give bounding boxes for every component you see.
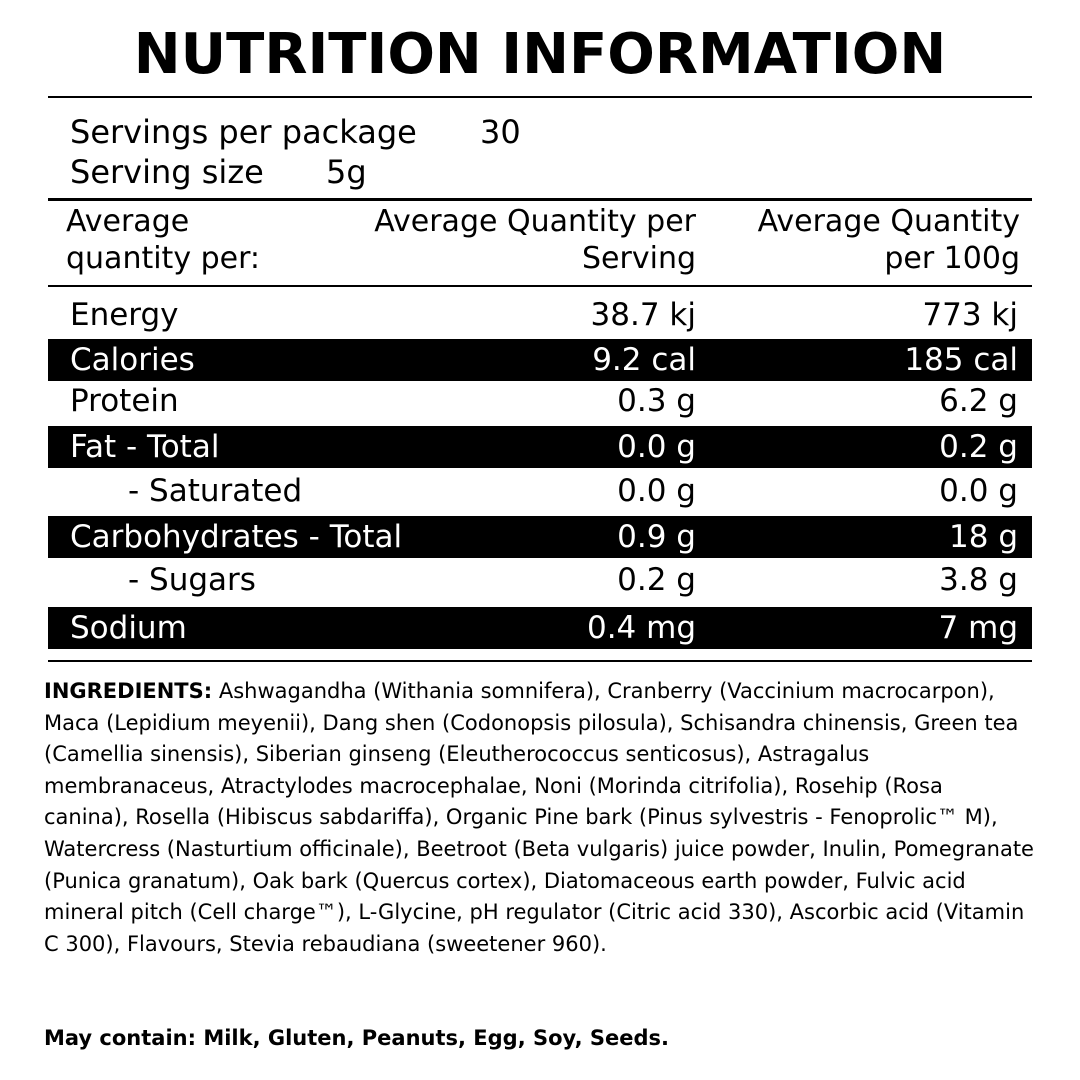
ingredients-label: INGREDIENTS: <box>44 679 213 703</box>
allergen-statement: May contain: Milk, Gluten, Peanuts, Egg,… <box>44 1026 670 1050</box>
column-header-label-line2: quantity per: <box>66 241 261 276</box>
nutrient-row-carbohydrates-total: Carbohydrates - Total 0.9 g 18 g <box>48 516 1032 558</box>
serving-size: Serving size 5g <box>70 152 367 192</box>
nutrient-name: Sodium <box>70 610 187 646</box>
nutrient-row-saturated: - Saturated 0.0 g 0.0 g <box>48 470 1032 512</box>
divider-top <box>48 96 1032 98</box>
nutrient-per-serving: 0.9 g <box>617 519 696 555</box>
nutrient-row-protein: Protein 0.3 g 6.2 g <box>48 380 1032 422</box>
nutrient-per-100g: 185 cal <box>904 342 1018 378</box>
column-header-serving: Average Quantity per Serving <box>374 203 696 277</box>
nutrient-name: - Sugars <box>128 562 256 598</box>
nutrient-per-serving: 0.0 g <box>617 429 696 465</box>
nutrient-name: Protein <box>70 383 179 419</box>
servings-per-package: Servings per package 30 <box>70 112 521 152</box>
ingredients-text: Ashwagandha (Withania somnifera), Cranbe… <box>44 679 1034 956</box>
nutrient-per-100g: 6.2 g <box>939 383 1018 419</box>
panel-title: NUTRITION INFORMATION <box>133 22 947 87</box>
nutrient-name: - Saturated <box>128 473 303 509</box>
column-header-label: Average quantity per: <box>66 203 260 277</box>
nutrient-per-100g: 773 kj <box>922 297 1018 333</box>
divider-servings <box>48 198 1032 201</box>
nutrient-per-serving: 0.4 mg <box>586 610 696 646</box>
nutrient-row-sodium: Sodium 0.4 mg 7 mg <box>48 607 1032 649</box>
nutrient-name: Energy <box>70 297 179 333</box>
nutrient-per-100g: 18 g <box>949 519 1018 555</box>
serving-size-value: 5g <box>326 153 367 191</box>
divider-bottom <box>48 660 1032 662</box>
column-header-per100-line2: per 100g <box>884 241 1020 276</box>
servings-per-package-label: Servings per package <box>70 113 417 151</box>
nutrient-name: Fat - Total <box>70 429 220 465</box>
column-header-per100: Average Quantity per 100g <box>758 203 1020 277</box>
nutrient-per-100g: 0.2 g <box>939 429 1018 465</box>
column-header-serving-line2: Serving <box>582 241 696 276</box>
nutrient-per-100g: 7 mg <box>938 610 1018 646</box>
nutrient-name: Carbohydrates - Total <box>70 519 403 555</box>
nutrient-name: Calories <box>70 342 195 378</box>
divider-header <box>48 285 1032 287</box>
nutrient-per-100g: 3.8 g <box>939 562 1018 598</box>
nutrient-per-serving: 0.2 g <box>617 562 696 598</box>
serving-size-label: Serving size <box>70 153 264 191</box>
nutrient-per-100g: 0.0 g <box>939 473 1018 509</box>
nutrient-per-serving: 38.7 kj <box>590 297 696 333</box>
column-header-serving-line1: Average Quantity per <box>374 204 696 239</box>
servings-per-package-value: 30 <box>480 113 521 151</box>
nutrient-per-serving: 0.3 g <box>617 383 696 419</box>
nutrient-row-energy: Energy 38.7 kj 773 kj <box>48 294 1032 336</box>
ingredients-paragraph: INGREDIENTS: Ashwagandha (Withania somni… <box>44 676 1034 960</box>
column-header-label-line1: Average <box>66 204 190 239</box>
nutrient-per-serving: 0.0 g <box>617 473 696 509</box>
nutrient-row-sugars: - Sugars 0.2 g 3.8 g <box>48 559 1032 601</box>
nutrient-row-calories: Calories 9.2 cal 185 cal <box>48 339 1032 381</box>
column-header-per100-line1: Average Quantity <box>757 204 1020 239</box>
nutrient-row-fat-total: Fat - Total 0.0 g 0.2 g <box>48 426 1032 468</box>
nutrient-per-serving: 9.2 cal <box>592 342 696 378</box>
